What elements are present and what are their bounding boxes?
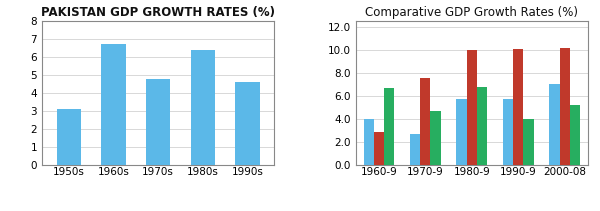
Bar	[560, 47, 570, 165]
Bar	[146, 79, 170, 165]
Title: Comparative GDP Growth Rates (%): Comparative GDP Growth Rates (%)	[365, 5, 578, 19]
Bar	[410, 134, 420, 165]
Bar	[550, 84, 560, 165]
Bar	[503, 99, 513, 165]
Bar	[523, 119, 533, 165]
Bar	[191, 50, 215, 165]
Bar	[374, 133, 384, 165]
Bar	[235, 82, 260, 165]
Bar	[364, 119, 374, 165]
Bar	[420, 78, 430, 165]
Bar	[430, 111, 440, 165]
Title: PAKISTAN GDP GROWTH RATES (%): PAKISTAN GDP GROWTH RATES (%)	[41, 5, 275, 19]
Bar	[467, 50, 477, 165]
Bar	[513, 49, 523, 165]
Bar	[570, 105, 580, 165]
Bar	[384, 88, 394, 165]
Bar	[101, 44, 126, 165]
Bar	[457, 99, 467, 165]
Bar	[477, 87, 487, 165]
Bar	[56, 109, 81, 165]
